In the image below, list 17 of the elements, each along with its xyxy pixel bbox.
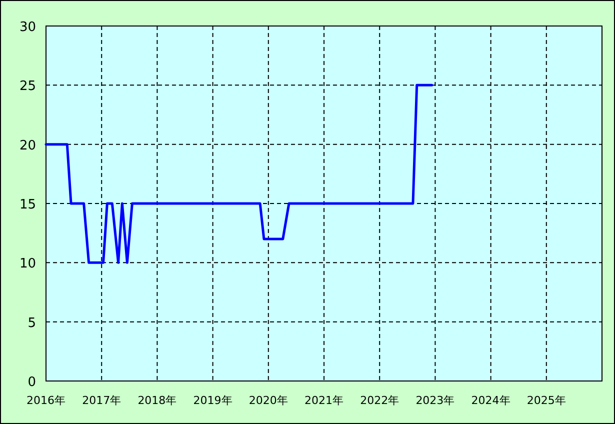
y-tick-label: 30 — [19, 20, 36, 35]
y-tick-label: 25 — [19, 79, 36, 94]
x-tick-label: 2020年 — [248, 394, 288, 407]
x-tick-label: 2022年 — [360, 394, 400, 407]
x-tick-label: 2024年 — [471, 394, 510, 407]
y-tick-label: 20 — [19, 138, 36, 154]
x-tick-label: 2025年 — [526, 394, 566, 407]
x-tick-label: 2018年 — [138, 394, 177, 407]
x-tick-label: 2023年 — [416, 394, 455, 407]
x-tick-label: 2019年 — [193, 394, 232, 407]
y-tick-label: 0 — [28, 375, 36, 390]
y-tick-label: 5 — [28, 316, 36, 331]
y-tick-label: 15 — [19, 198, 36, 212]
x-tick-label: 2016年 — [26, 394, 66, 407]
x-tick-label: 2021年 — [304, 394, 344, 407]
x-tick-label: 2017年 — [82, 394, 122, 407]
y-tick-label: 10 — [19, 256, 36, 272]
